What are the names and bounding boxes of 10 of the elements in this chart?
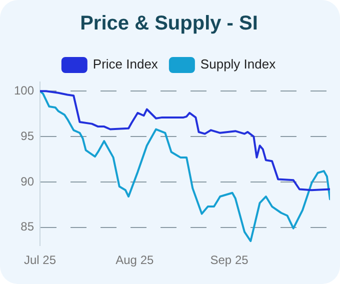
y-tick-label: 90 <box>20 174 34 188</box>
legend-label: Supply Index <box>200 56 276 72</box>
y-tick-label: 100 <box>14 83 34 98</box>
y-tick-label: 95 <box>20 128 34 143</box>
legend-label: Price Index <box>92 56 158 72</box>
chart-title: Price & Supply - SI <box>80 12 258 35</box>
x-tick-label: Sep 25 <box>210 253 249 268</box>
x-tick-label: Aug 25 <box>116 253 154 268</box>
x-tick-label: Jul 25 <box>24 253 56 268</box>
y-tick-label: 85 <box>20 220 34 234</box>
